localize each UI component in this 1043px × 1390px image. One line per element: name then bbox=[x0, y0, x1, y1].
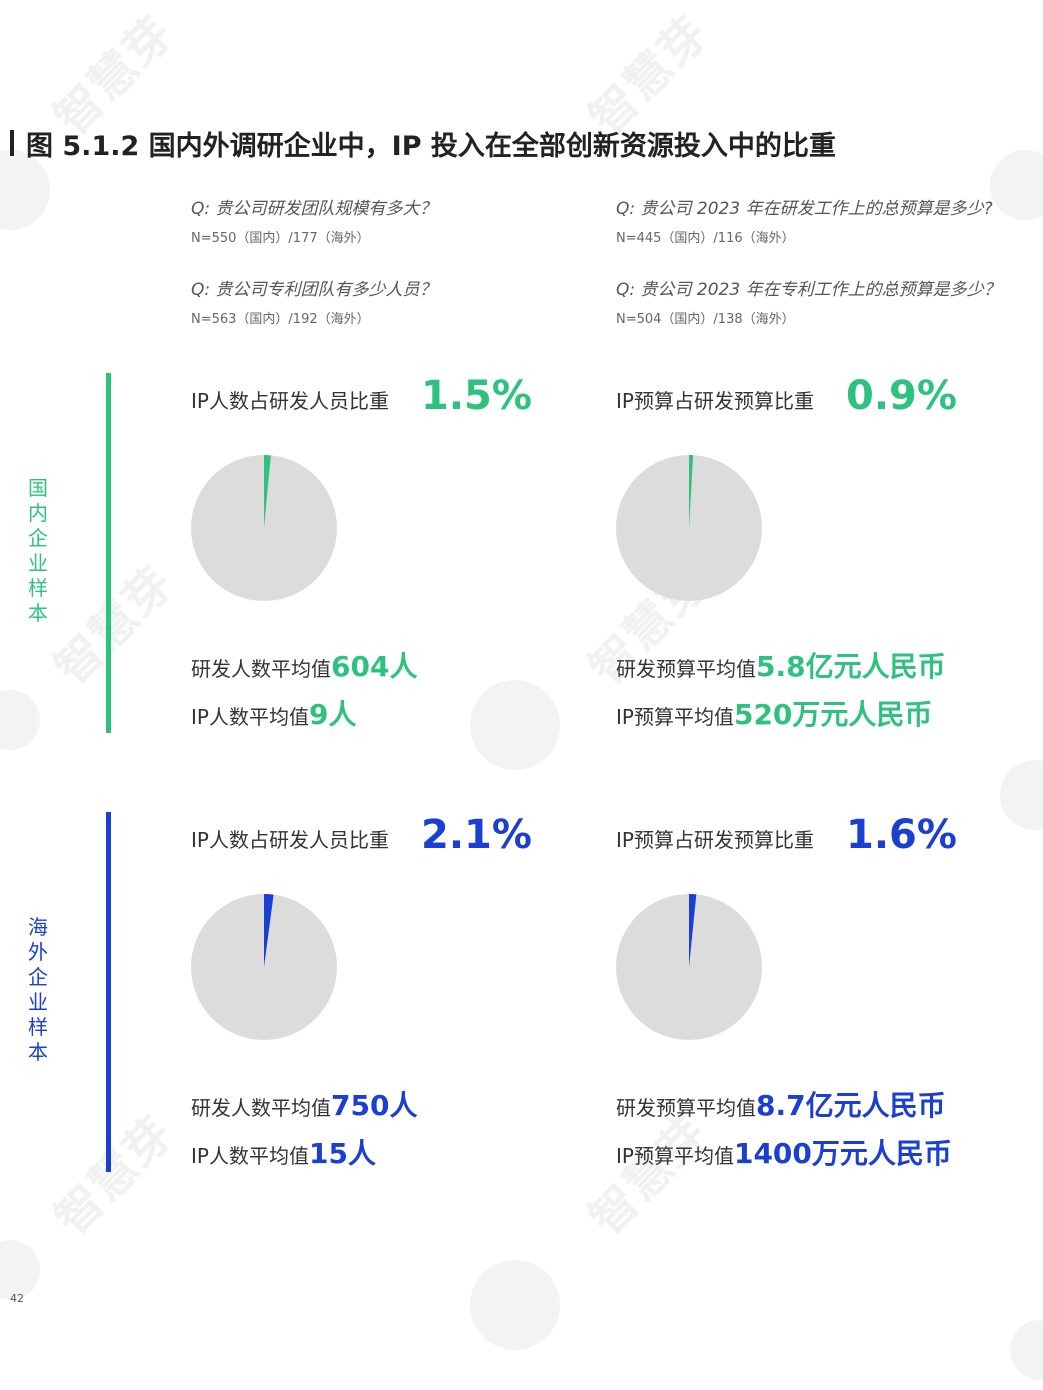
pie-chart bbox=[191, 455, 337, 601]
panel-overseas-budget: IP预算占研发预算比重 1.6% 研发预算平均值8.7亿元人民币 IP预算平均值… bbox=[616, 812, 1036, 1172]
section-label-overseas: 海外企业样本 bbox=[28, 915, 48, 1064]
avg-label: IP预算平均值 bbox=[616, 1144, 734, 1168]
avg-label: 研发预算平均值 bbox=[616, 1096, 756, 1120]
avg-label: IP人数平均值 bbox=[191, 705, 309, 729]
pie-chart bbox=[616, 894, 762, 1040]
panel-domestic-budget: IP预算占研发预算比重 0.9% 研发预算平均值5.8亿元人民币 IP预算平均值… bbox=[616, 373, 1036, 733]
watermark-text: 智慧芽 bbox=[44, 1105, 185, 1246]
panel-overseas-headcount: IP人数占研发人员比重 2.1% 研发人数平均值750人 IP人数平均值15人 bbox=[191, 812, 611, 1172]
avg-row-2: IP人数平均值9人 bbox=[191, 693, 356, 733]
ratio-label: IP预算占研发预算比重 bbox=[616, 828, 814, 852]
sample-size-note: N=550（国内）/177（海外） bbox=[191, 231, 370, 246]
watermark-blob bbox=[470, 1260, 560, 1350]
pie-slice-ip bbox=[264, 455, 271, 528]
page-number: 42 bbox=[10, 1292, 24, 1305]
avg-value: 8.7亿元人民币 bbox=[756, 1089, 946, 1122]
avg-row-2: IP人数平均值15人 bbox=[191, 1132, 376, 1172]
watermark-blob bbox=[990, 150, 1043, 220]
section-bar-domestic bbox=[106, 373, 111, 733]
page-title: 图 5.1.2 国内外调研企业中，IP 投入在全部创新资源投入中的比重 bbox=[26, 131, 836, 162]
watermark-blob bbox=[1010, 1320, 1043, 1380]
section-bar-overseas bbox=[106, 812, 111, 1172]
question-text: Q: 贵公司研发团队规模有多大？ bbox=[191, 199, 437, 219]
watermark-blob bbox=[470, 680, 560, 770]
avg-label: 研发人数平均值 bbox=[191, 1096, 331, 1120]
avg-value: 5.8亿元人民币 bbox=[756, 650, 946, 683]
ratio-label: IP人数占研发人员比重 bbox=[191, 828, 389, 852]
ratio-value: 0.9% bbox=[846, 373, 957, 419]
question-text: Q: 贵公司专利团队有多少人员？ bbox=[191, 280, 437, 300]
avg-value: 604人 bbox=[331, 650, 418, 683]
panel-domestic-headcount: IP人数占研发人员比重 1.5% 研发人数平均值604人 IP人数平均值9人 bbox=[191, 373, 611, 733]
sample-size-note: N=504（国内）/138（海外） bbox=[616, 312, 795, 327]
ratio-value: 1.5% bbox=[421, 373, 532, 419]
question-text: Q: 贵公司 2023 年在专利工作上的总预算是多少？ bbox=[616, 280, 1001, 300]
ratio-value: 1.6% bbox=[846, 812, 957, 858]
pie-chart bbox=[191, 894, 337, 1040]
ratio-value: 2.1% bbox=[421, 812, 532, 858]
pie-slice-ip bbox=[689, 455, 694, 528]
avg-value: 520万元人民币 bbox=[733, 698, 933, 731]
pie-slice-ip bbox=[689, 894, 697, 967]
pie-chart bbox=[616, 455, 762, 601]
section-label-domestic: 国内企业样本 bbox=[28, 476, 48, 625]
avg-row-1: 研发预算平均值8.7亿元人民币 bbox=[616, 1084, 946, 1124]
question-text: Q: 贵公司 2023 年在研发工作上的总预算是多少? bbox=[616, 199, 993, 219]
avg-label: 研发人数平均值 bbox=[191, 657, 331, 681]
avg-row-1: 研发人数平均值750人 bbox=[191, 1084, 417, 1124]
sample-size-note: N=563（国内）/192（海外） bbox=[191, 312, 370, 327]
watermark-text: 智慧芽 bbox=[44, 555, 185, 696]
avg-value: 15人 bbox=[308, 1137, 376, 1170]
watermark-blob bbox=[0, 690, 40, 750]
avg-value: 750人 bbox=[331, 1089, 418, 1122]
avg-label: IP人数平均值 bbox=[191, 1144, 309, 1168]
avg-row-2: IP预算平均值520万元人民币 bbox=[616, 693, 932, 733]
sample-size-note: N=445（国内）/116（海外） bbox=[616, 231, 795, 246]
ratio-label: IP预算占研发预算比重 bbox=[616, 389, 814, 413]
avg-value: 9人 bbox=[308, 698, 357, 731]
pie-slice-ip bbox=[264, 894, 274, 967]
avg-label: 研发预算平均值 bbox=[616, 657, 756, 681]
avg-label: IP预算平均值 bbox=[616, 705, 734, 729]
avg-value: 1400万元人民币 bbox=[733, 1137, 952, 1170]
avg-row-2: IP预算平均值1400万元人民币 bbox=[616, 1132, 952, 1172]
ratio-label: IP人数占研发人员比重 bbox=[191, 389, 389, 413]
title-accent-bar bbox=[10, 130, 14, 156]
watermark-blob bbox=[0, 1240, 40, 1300]
avg-row-1: 研发预算平均值5.8亿元人民币 bbox=[616, 645, 946, 685]
avg-row-1: 研发人数平均值604人 bbox=[191, 645, 417, 685]
